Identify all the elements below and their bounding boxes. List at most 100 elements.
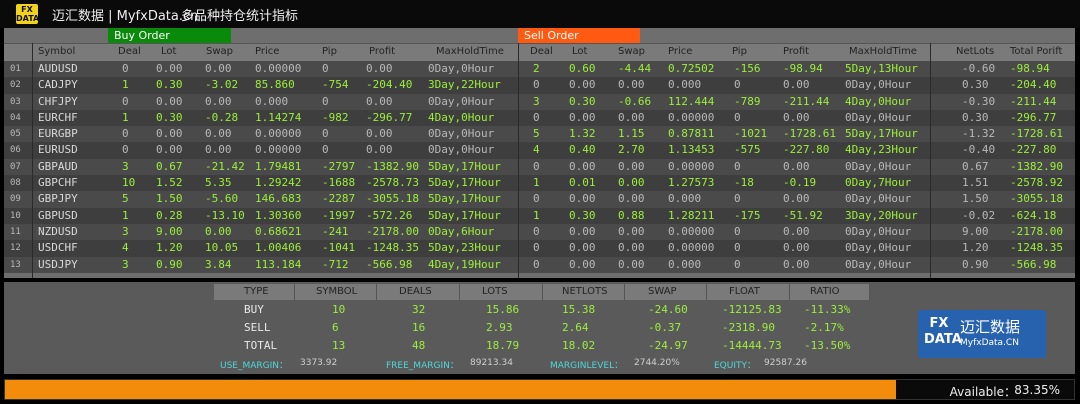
table-cell: 0 (322, 94, 329, 108)
table-row[interactable]: 10 GBPUSD 1 0.28 -13.10 1.30360 -1997 -572.26 5D… (4, 207, 1075, 224)
table-row[interactable]: 12 USDCHF 4 1.20 10.05 1.00406 -1041 -1248.35 5D… (4, 240, 1075, 257)
table-cell: -211.44 (783, 94, 830, 108)
watermark-subtitle: MyfxData.CN (960, 338, 1019, 348)
symbol-cell: CHFJPY (38, 94, 78, 108)
table-cell: 0.90 (156, 257, 183, 271)
table-cell: -2578.92 (1010, 176, 1063, 190)
summary-value: 6 (332, 321, 339, 334)
table-cell: 0.00 (156, 62, 183, 75)
table-cell: 5Day,17Hour (428, 176, 501, 190)
summary-value: 2.93 (486, 321, 513, 334)
column-header: Deal (530, 46, 553, 57)
table-cell: -3.02 (205, 78, 239, 92)
table-cell: 1.29242 (255, 176, 302, 190)
summary-value: 18.02 (562, 339, 596, 352)
symbol-cell: USDCHF (38, 241, 78, 255)
table-cell: -566.98 (366, 257, 413, 271)
summary-divider (706, 284, 707, 300)
table-cell: 0.00 (569, 110, 596, 124)
table-cell: 0.000 (668, 78, 702, 92)
summary-value: 48 (412, 339, 426, 352)
summary-column-header: NETLOTS (562, 286, 608, 297)
table-cell: 0.28 (156, 208, 183, 222)
table-cell: 5.35 (205, 176, 232, 190)
summary-type: SELL (244, 321, 271, 334)
table-cell: 0 (533, 241, 540, 255)
symbol-cell: EURCHF (38, 110, 78, 124)
table-row[interactable]: 01 AUDUSD 0 0.00 0.00 0.00000 0 0.00 0Day,0Hour 2… (4, 61, 1075, 78)
column-header: Symbol (38, 46, 76, 57)
summary-value: 10 (332, 303, 346, 316)
summary-value: -11.33% (804, 303, 851, 316)
margin-info: USE_MARGIN： 3373.92 FREE_MARGIN： 89213.3… (214, 358, 874, 372)
symbol-cell: EURUSD (38, 143, 78, 157)
table-cell: 0 (533, 159, 540, 173)
table-cell: -175 (734, 208, 761, 222)
table-cell: 0 (122, 94, 129, 108)
table-row[interactable]: 02 CADJPY 1 0.30 -3.02 85.860 -754 -204.40 3Day,… (4, 77, 1075, 94)
table-cell: 4 (533, 143, 540, 157)
column-header: Profit (369, 46, 396, 57)
summary-value: -13.50% (804, 339, 851, 352)
table-cell: -13.10 (205, 208, 245, 222)
table-cell: 0.00 (618, 78, 645, 92)
table-cell: 5Day,17Hour (428, 192, 501, 206)
table-cell: 0.00 (569, 78, 596, 92)
table-row[interactable]: 03 CHFJPY 0 0.00 0.00 0.000 0 0.00 0Day,0Hour 3 0.… (4, 93, 1075, 110)
column-header: MaxHoldTime (849, 46, 917, 57)
table-cell: -1021 (734, 127, 768, 141)
table-row[interactable]: 05 EURGBP 0 0.00 0.00 0.00000 0 0.00 0Day,0Hour 5… (4, 126, 1075, 143)
table-cell: 0.00 (618, 241, 645, 255)
table-cell: -51.92 (783, 208, 823, 222)
equity-value: 92587.26 (764, 358, 807, 368)
row-number: 11 (10, 226, 21, 237)
table-cell: 0.00 (366, 94, 393, 108)
table-cell: -1728.61 (1010, 127, 1063, 141)
column-header: Profit (783, 46, 810, 57)
table-cell: 3 (122, 257, 129, 271)
table-row[interactable]: 11 NZDUSD 3 9.00 0.00 0.68621 -241 -2178.00 0Day… (4, 223, 1075, 241)
table-cell: 0.30 (962, 110, 989, 124)
table-cell: 0.00 (783, 241, 810, 255)
table-cell: -1728.61 (783, 127, 836, 141)
table-cell: -1382.90 (1010, 159, 1063, 173)
table-cell: 4Day,19Hour (428, 257, 501, 271)
table-cell: 0Day,0Hour (428, 94, 495, 108)
table-cell: 113.184 (255, 257, 302, 271)
table-cell: 5Day,17Hour (845, 127, 918, 141)
table-cell: 0.00 (569, 257, 596, 271)
table-cell: 0.00 (366, 62, 393, 75)
table-row[interactable]: 06 EURUSD 0 0.00 0.00 0.00000 0 0.00 0Day,0Hour 4… (4, 142, 1075, 159)
column-header: Price (668, 46, 693, 57)
table-cell: 1.14274 (255, 110, 302, 124)
table-row[interactable]: 07 GBPAUD 3 0.67 -21.42 1.79481 -2797 -1382.90 5… (4, 158, 1075, 176)
table-row[interactable]: 04 EURCHF 1 0.30 -0.28 1.14274 -982 -296.77 4Day… (4, 109, 1075, 127)
column-header: Price (255, 46, 280, 57)
table-cell: 1 (122, 78, 129, 92)
equity-label: EQUITY： (714, 361, 757, 371)
table-header: Symbol Deal Lot Swap Price Pip Profit MaxHoldTi… (4, 43, 1075, 61)
row-number: 07 (10, 161, 21, 172)
table-cell: 9.00 (962, 224, 989, 238)
table-cell: 0.00 (156, 143, 183, 157)
table-cell: 0.30 (569, 94, 596, 108)
table-cell: 5 (533, 127, 540, 141)
table-cell: 5 (122, 192, 129, 206)
table-cell: 0.00 (156, 94, 183, 108)
table-cell: -0.02 (962, 208, 996, 222)
table-cell: 1.79481 (255, 159, 302, 173)
table-cell: 0Day,6Hour (428, 224, 495, 238)
row-number: 10 (10, 210, 21, 221)
table-cell: 9.00 (156, 224, 183, 238)
table-row[interactable]: 09 GBPJPY 5 1.50 -5.60 146.683 -2287 -3055.18 5D… (4, 191, 1075, 208)
watermark-logo: FX DATA (924, 316, 962, 347)
table-cell: -241 (322, 224, 349, 238)
table-cell: 0.30 (962, 78, 989, 92)
table-cell: 1.15 (618, 127, 645, 141)
table-cell: 0 (734, 159, 741, 173)
table-row[interactable]: 13 USDJPY 3 0.90 3.84 113.184 -712 -566.98 4Day,… (4, 256, 1075, 273)
symbol-cell: NZDUSD (38, 224, 78, 238)
table-row[interactable]: 08 GBPCHF 10 1.52 5.35 1.29242 -1688 -2578.73 5D… (4, 175, 1075, 192)
table-cell: 0.00 (618, 224, 645, 238)
column-header: Pip (322, 46, 337, 57)
